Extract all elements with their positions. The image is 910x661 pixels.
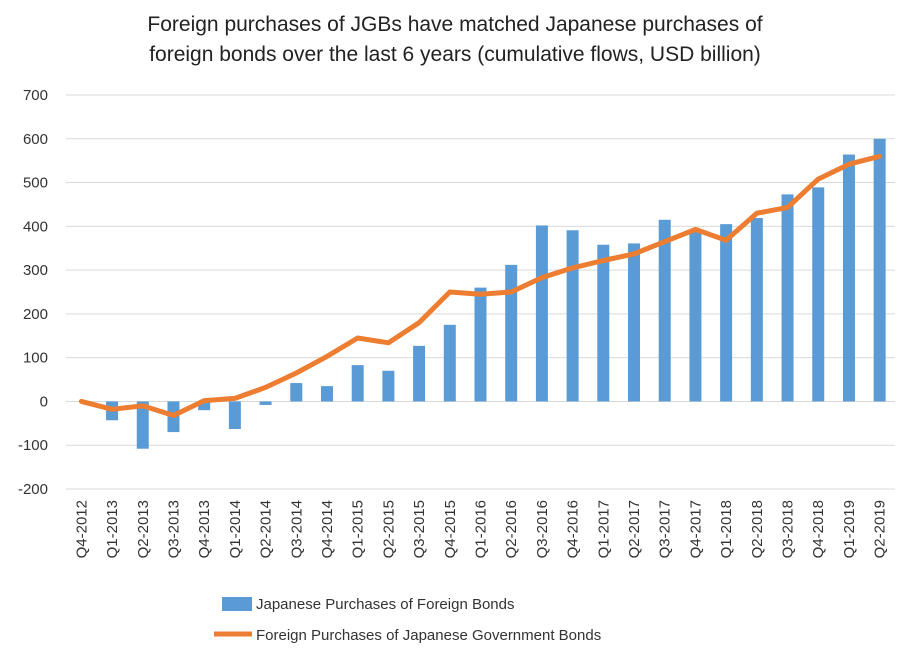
bar (535, 225, 548, 402)
x-tick-label: Q4-2018 (810, 500, 827, 558)
x-tick-label: Q1-2015 (350, 500, 367, 558)
x-tick-label: Q2-2018 (749, 500, 766, 558)
y-tick-label: 200 (23, 306, 48, 323)
chart-title: Foreign purchases of JGBs have matched J… (0, 10, 910, 70)
x-tick-label: Q1-2019 (841, 500, 858, 558)
x-tick-label: Q2-2016 (503, 500, 520, 558)
x-tick-label: Q3-2015 (411, 500, 428, 558)
bar (628, 243, 641, 402)
bar (842, 154, 855, 402)
x-tick-label: Q3-2014 (288, 500, 305, 558)
bar (259, 401, 272, 405)
x-tick-label: Q4-2016 (565, 500, 582, 558)
x-tick-label: Q3-2016 (534, 500, 551, 558)
y-tick-label: 600 (23, 131, 48, 148)
y-tick-label: 500 (23, 175, 48, 192)
bar (597, 244, 610, 402)
bar (658, 219, 671, 402)
x-tick-label: Q3-2018 (780, 500, 797, 558)
bar (136, 401, 149, 449)
x-tick-label: Q2-2014 (258, 500, 275, 558)
bar (720, 224, 733, 402)
legend-label-bars: Japanese Purchases of Foreign Bonds (256, 596, 515, 613)
legend-swatch-bars (222, 597, 252, 611)
bar (351, 365, 364, 402)
y-tick-label: 700 (23, 87, 48, 104)
x-tick-label: Q1-2018 (718, 500, 735, 558)
y-tick-label: -200 (18, 481, 48, 498)
x-tick-label: Q3-2017 (657, 500, 674, 558)
bar (689, 229, 702, 402)
bar (873, 138, 886, 402)
bar (228, 401, 241, 430)
bar (320, 386, 333, 402)
chart-title-line-2: foreign bonds over the last 6 years (cum… (149, 43, 761, 66)
y-tick-label: -100 (18, 437, 48, 454)
bar (812, 187, 825, 402)
legend-label-line: Foreign Purchases of Japanese Government… (256, 627, 601, 644)
x-tick-label: Q3-2013 (165, 500, 182, 558)
bar (505, 264, 518, 402)
y-tick-label: 300 (23, 262, 48, 279)
bar (290, 383, 303, 402)
y-tick-label: 100 (23, 350, 48, 367)
x-tick-label: Q2-2019 (872, 500, 889, 558)
bar (413, 345, 426, 402)
bar (443, 324, 456, 402)
bar (566, 230, 579, 402)
x-tick-label: Q1-2013 (104, 500, 121, 558)
bar (382, 370, 395, 402)
series-line (78, 153, 883, 418)
x-tick-label: Q2-2017 (626, 500, 643, 558)
x-tick-label: Q2-2015 (380, 500, 397, 558)
y-tick-label: 0 (40, 393, 48, 410)
x-tick-label: Q4-2012 (73, 500, 90, 558)
x-tick-label: Q1-2017 (595, 500, 612, 558)
x-tick-label: Q4-2014 (319, 500, 336, 558)
x-tick-label: Q4-2017 (687, 500, 704, 558)
y-tick-label: 400 (23, 218, 48, 235)
bar (198, 401, 211, 411)
bar (474, 287, 487, 402)
x-tick-label: Q2-2013 (135, 500, 152, 558)
x-tick-label: Q4-2015 (442, 500, 459, 558)
chart-title-line-1: Foreign purchases of JGBs have matched J… (147, 13, 763, 36)
x-tick-label: Q1-2014 (227, 500, 244, 558)
bar (781, 194, 794, 402)
x-tick-label: Q4-2013 (196, 500, 213, 558)
bar (750, 218, 763, 402)
x-tick-label: Q1-2016 (473, 500, 490, 558)
